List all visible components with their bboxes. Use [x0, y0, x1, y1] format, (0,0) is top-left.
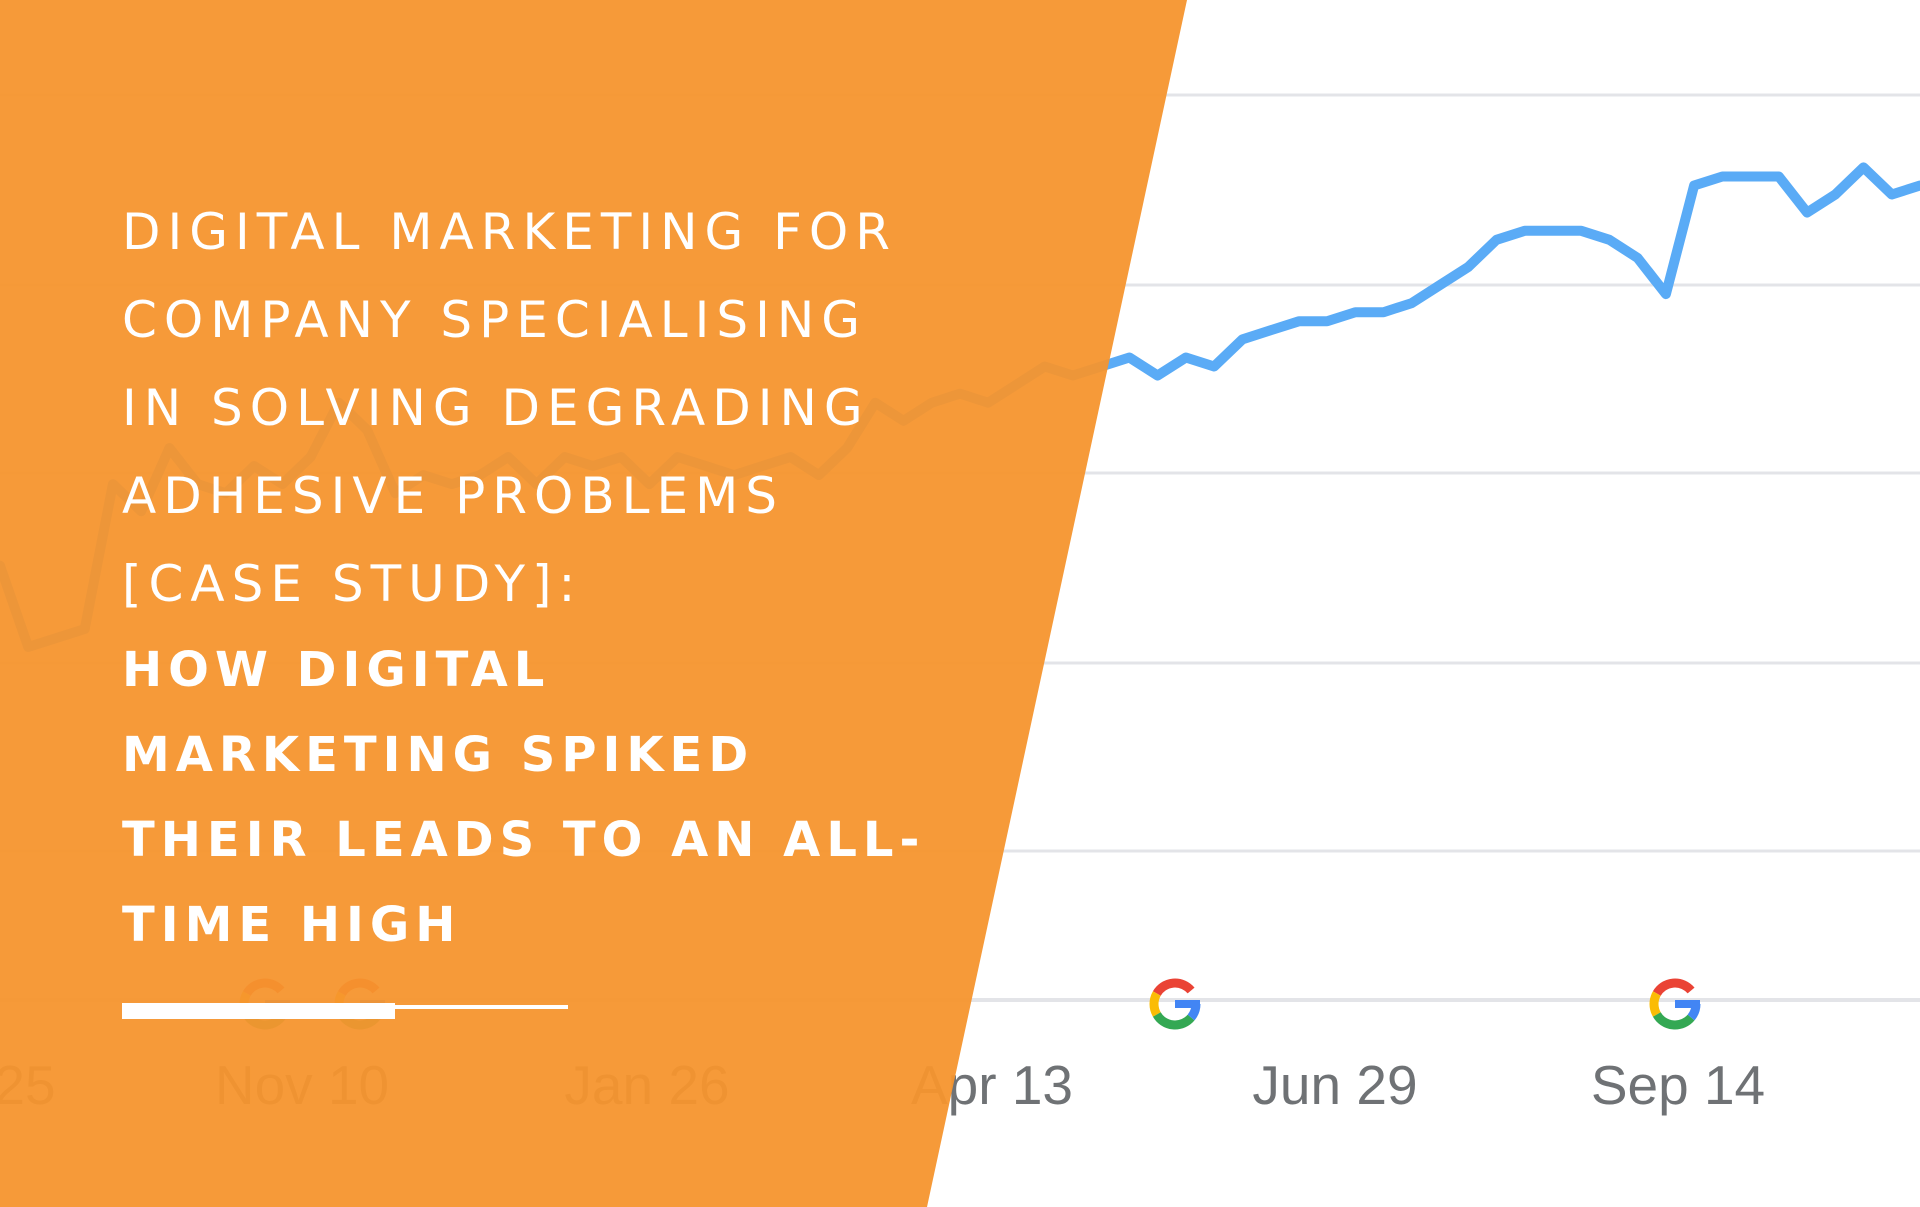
google-g-icon — [1649, 978, 1701, 1030]
google-g-icon — [1149, 978, 1201, 1030]
x-tick-label: Jun 29 — [1252, 1054, 1417, 1116]
orange-panel — [0, 0, 1187, 1207]
x-tick-label: Sep 14 — [1591, 1054, 1765, 1116]
